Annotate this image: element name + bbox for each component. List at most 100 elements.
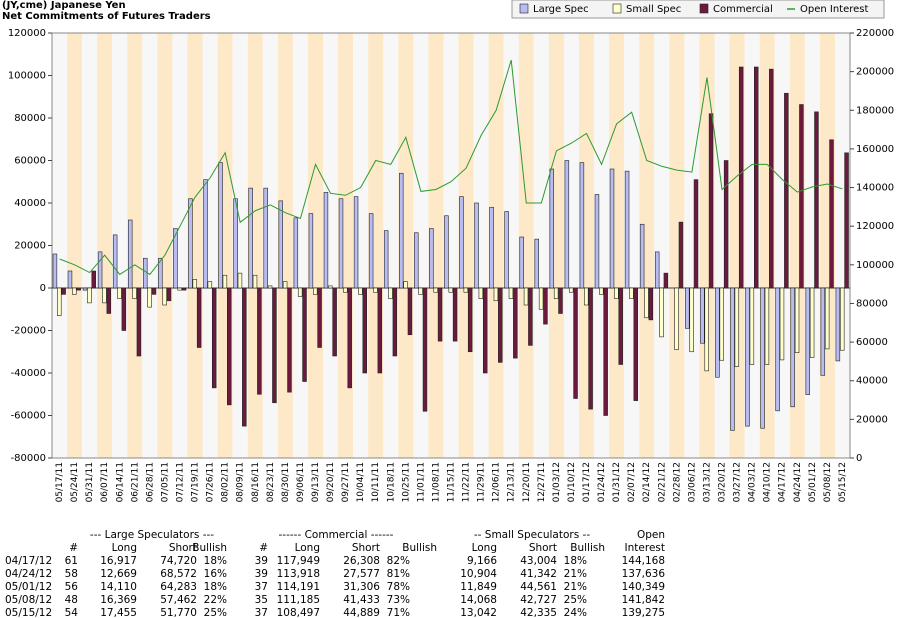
x-tick-label: 01/10/12 (567, 462, 577, 502)
table-cell: 41,342 (520, 568, 557, 580)
bar (614, 287, 619, 299)
bar (392, 287, 398, 357)
legend-label: Small Spec (626, 4, 681, 15)
bar (508, 287, 514, 299)
y2-tick-label: 200000 (856, 67, 894, 78)
x-tick-label: 03/06/12 (687, 462, 697, 502)
x-tick-label: 03/27/12 (733, 462, 743, 502)
y-tick-label: 60000 (14, 156, 46, 167)
x-tick-label: 08/23/11 (266, 462, 276, 502)
bar (760, 287, 765, 429)
y-tick-label: 40000 (14, 198, 46, 209)
bar (700, 287, 705, 344)
table-cell: 05/15/12 (5, 607, 52, 618)
bar (353, 196, 359, 289)
x-tick-label: 06/07/11 (100, 462, 110, 502)
bar (143, 257, 148, 289)
bar (659, 287, 664, 338)
bar (738, 66, 744, 289)
x-tick-label: 07/19/11 (191, 462, 201, 502)
bar (272, 287, 277, 404)
table-cell: 71% (387, 607, 410, 618)
table-cell: 64,283 (160, 581, 197, 593)
table-cell: 82% (387, 555, 410, 567)
column-stripe (669, 33, 685, 458)
bar (267, 285, 273, 289)
column-stripe (654, 33, 670, 458)
bar (252, 274, 258, 289)
bar (52, 253, 58, 289)
table-cell: 61 (65, 555, 78, 567)
x-tick-label: 01/03/12 (552, 462, 562, 502)
bar (162, 287, 167, 306)
bar (418, 287, 423, 295)
legend-swatch (699, 3, 709, 14)
y-tick-label: -20000 (11, 326, 46, 337)
x-tick-label: 08/02/11 (221, 462, 231, 502)
bar (629, 287, 634, 299)
bar (633, 287, 639, 401)
bar (599, 287, 604, 295)
bar (708, 113, 714, 289)
legend-swatch (519, 3, 529, 14)
table-column-header: # (259, 542, 268, 554)
bar (452, 287, 458, 342)
table-cell: 39 (255, 555, 268, 567)
bar (248, 187, 253, 289)
column-stripe (307, 33, 324, 458)
column-stripe (548, 33, 564, 458)
table-cell: 48 (65, 594, 78, 606)
y-tick-label: 0 (40, 283, 46, 294)
table-cell: 18% (204, 581, 227, 593)
bar (790, 287, 795, 408)
x-tick-label: 09/27/11 (341, 462, 351, 502)
table-cell: 108,497 (277, 607, 320, 618)
x-tick-label: 11/22/11 (462, 462, 472, 502)
table-group-header: --- Large Speculators --- (90, 529, 214, 541)
table-cell: 42,335 (520, 607, 557, 618)
table-column-header: Long (472, 542, 497, 554)
bar (72, 287, 77, 295)
bar (715, 287, 720, 378)
x-tick-label: 02/14/12 (642, 462, 652, 502)
bar (282, 281, 288, 289)
bar (407, 287, 413, 336)
bar (61, 287, 66, 295)
bar (173, 228, 178, 289)
bar (723, 160, 729, 289)
table-column-header: Interest (625, 542, 665, 554)
x-tick-label: 10/11/11 (371, 462, 381, 502)
column-stripe (639, 33, 655, 458)
table-cell: 31,306 (343, 581, 380, 593)
bar (478, 287, 484, 299)
bar (553, 287, 559, 299)
column-stripe (187, 33, 203, 458)
bar (414, 232, 419, 289)
bar (844, 152, 849, 289)
bar (467, 287, 473, 353)
table-cell: 74,720 (160, 555, 197, 567)
table-group-header: -- Small Speculators -- (474, 529, 590, 541)
table-cell: 11,849 (460, 581, 497, 593)
bar (343, 287, 348, 293)
column-stripe (428, 33, 444, 458)
bar (573, 287, 578, 399)
y2-tick-label: 60000 (856, 337, 888, 348)
column-stripe (518, 33, 534, 458)
bar (538, 287, 544, 310)
bar (368, 213, 374, 289)
bar (358, 287, 363, 295)
table-cell: 56 (65, 581, 79, 593)
bar (87, 287, 92, 304)
bar (459, 196, 464, 289)
bar (293, 217, 299, 289)
bar (820, 287, 826, 376)
bar (489, 206, 494, 289)
x-tick-label: 04/24/12 (793, 462, 803, 502)
table-column-header: Bullish (402, 542, 437, 554)
bar (558, 287, 563, 314)
x-tick-label: 04/10/12 (763, 462, 773, 502)
bar (422, 287, 428, 412)
legend-label: Large Spec (533, 4, 589, 15)
table-cell: 37 (255, 581, 268, 593)
